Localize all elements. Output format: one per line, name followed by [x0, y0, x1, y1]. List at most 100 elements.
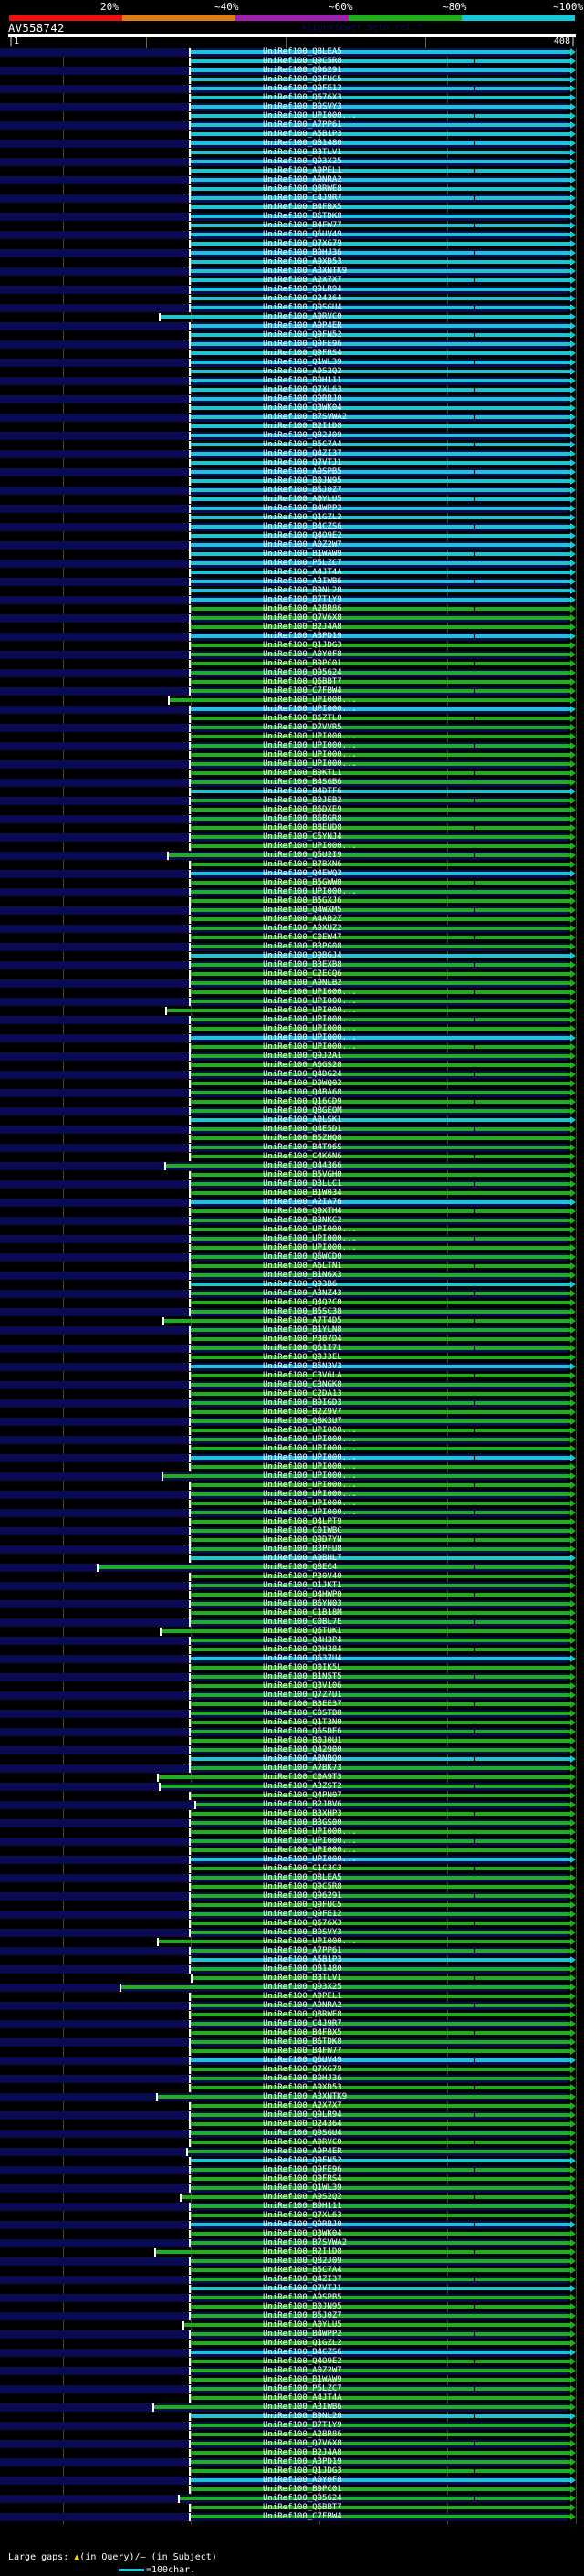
table-row[interactable]: UniRef100_A9SPB5 — [0, 467, 584, 477]
table-row[interactable]: UniRef100_Q9FE12 — [0, 84, 584, 94]
table-row[interactable]: UniRef100_A9NRA2 — [0, 175, 584, 185]
hit-label[interactable]: UniRef100_Q95624 — [263, 2494, 342, 2503]
hit-label[interactable]: UniRef100_B4CZS6 — [263, 2348, 342, 2357]
alignment-bar[interactable] — [191, 543, 570, 547]
table-row[interactable]: UniRef100_UPI000... — [0, 732, 584, 742]
hit-label[interactable]: UniRef100_A2IA76 — [263, 1198, 342, 1207]
alignment-bar[interactable] — [191, 1219, 570, 1222]
table-row[interactable]: UniRef100_UPI000... — [0, 988, 584, 998]
alignment-bar[interactable] — [191, 972, 570, 976]
table-row[interactable]: UniRef100_Q4DG24 — [0, 1070, 584, 1080]
alignment-bar[interactable] — [191, 2278, 570, 2281]
hit-label[interactable]: UniRef100_A2BR86 — [263, 604, 342, 613]
table-row[interactable]: UniRef100_A3PD19 — [0, 2457, 584, 2467]
alignment-bar[interactable] — [191, 2086, 570, 2089]
alignment-bar[interactable] — [191, 826, 570, 830]
alignment-bar[interactable] — [191, 132, 570, 136]
hit-label[interactable]: UniRef100_Q8EC4 — [263, 1563, 338, 1572]
table-row[interactable]: UniRef100_A2X7X7 — [0, 276, 584, 286]
alignment-bar[interactable] — [154, 2405, 570, 2409]
alignment-bar[interactable] — [191, 1584, 570, 1587]
hit-label[interactable]: UniRef100_Q7XL63 — [263, 2211, 342, 2220]
hit-label[interactable]: UniRef100_A3IWB6 — [263, 577, 342, 586]
hit-label[interactable]: UniRef100_O44366 — [263, 1161, 342, 1170]
hit-label[interactable]: UniRef100_Q6BBT7 — [263, 677, 342, 686]
alignment-bar[interactable] — [191, 1365, 570, 1368]
table-row[interactable]: UniRef100_UPI000... — [0, 887, 584, 897]
table-row[interactable]: UniRef100_B0J0U1 — [0, 1736, 584, 1746]
table-row[interactable]: UniRef100_A9XUZ2 — [0, 924, 584, 934]
hit-label[interactable]: UniRef100_UPI000... — [263, 1453, 357, 1462]
alignment-bar[interactable] — [191, 2168, 570, 2172]
table-row[interactable]: UniRef100_UPI000... — [0, 1426, 584, 1436]
alignment-bar[interactable] — [191, 899, 570, 903]
alignment-bar[interactable] — [191, 1894, 570, 1898]
table-row[interactable]: UniRef100_A3ZST2 — [0, 1782, 584, 1792]
alignment-bar[interactable] — [191, 251, 570, 255]
alignment-bar[interactable] — [191, 1949, 570, 1953]
alignment-bar[interactable] — [191, 2058, 570, 2062]
alignment-bar[interactable] — [191, 835, 570, 839]
hit-label[interactable]: UniRef100_D9WQ02 — [263, 1079, 342, 1088]
alignment-bar[interactable] — [191, 1748, 570, 1752]
table-row[interactable]: UniRef100_Q8RWE8 — [0, 184, 584, 194]
table-row[interactable]: UniRef100_Q5U2I9 — [0, 851, 584, 861]
alignment-bar[interactable] — [191, 2296, 570, 2299]
table-row[interactable]: UniRef100_B5GXJ6 — [0, 896, 584, 906]
table-row[interactable]: UniRef100_A0Z2W7 — [0, 540, 584, 550]
alignment-bar[interactable] — [191, 2387, 570, 2391]
hit-label[interactable]: UniRef100_Q42900 — [263, 1745, 342, 1754]
table-row[interactable]: UniRef100_UPI000... — [0, 1499, 584, 1509]
table-row[interactable]: UniRef100_B5VGH0 — [0, 1170, 584, 1180]
alignment-bar[interactable] — [191, 1209, 570, 1213]
table-row[interactable]: UniRef100_A9PEL1 — [0, 1992, 584, 2002]
table-row[interactable]: UniRef100_Q8RWE8 — [0, 2010, 584, 2020]
alignment-bar[interactable] — [191, 187, 570, 191]
table-row[interactable]: UniRef100_B5J0Z7 — [0, 486, 584, 496]
hit-label[interactable]: UniRef100_B5C7A4 — [263, 2266, 342, 2275]
hit-label[interactable]: UniRef100_B0JN95 — [263, 2302, 342, 2311]
alignment-bar[interactable] — [191, 333, 570, 337]
alignment-bar[interactable] — [191, 607, 570, 611]
alignment-bar[interactable] — [191, 1182, 570, 1186]
hit-label[interactable]: UniRef100_C4J9R7 — [263, 194, 342, 203]
alignment-bar[interactable] — [191, 990, 570, 994]
hit-label[interactable]: UniRef100_Q6WCD0 — [263, 1252, 342, 1262]
hit-label[interactable]: UniRef100_A0LSK1 — [263, 1115, 342, 1125]
table-row[interactable]: UniRef100_Q3WK04 — [0, 403, 584, 414]
hit-label[interactable]: UniRef100_Q7XG79 — [263, 239, 342, 248]
table-row[interactable]: UniRef100_P5LZC7 — [0, 2384, 584, 2394]
alignment-bar[interactable] — [191, 644, 570, 647]
table-row[interactable]: UniRef100_B6DXE9 — [0, 805, 584, 815]
hit-label[interactable]: UniRef100_Q93B6 — [263, 1280, 338, 1289]
table-row[interactable]: UniRef100_Q9FE12 — [0, 1910, 584, 1920]
hit-label[interactable]: UniRef100_Q9H384 — [263, 1645, 342, 1654]
alignment-bar[interactable] — [99, 1565, 570, 1569]
alignment-bar[interactable] — [191, 917, 570, 921]
alignment-bar[interactable] — [191, 59, 570, 63]
hit-label[interactable]: UniRef100_B1N5T5 — [263, 1672, 342, 1681]
alignment-bar[interactable] — [191, 1264, 570, 1268]
table-row[interactable]: UniRef100_C1B18M — [0, 1608, 584, 1618]
hit-label[interactable]: UniRef100_A0Y0F8 — [263, 650, 342, 659]
table-row[interactable]: UniRef100_A9P4ER — [0, 321, 584, 331]
alignment-bar[interactable] — [191, 178, 570, 182]
table-row[interactable]: UniRef100_B2I1D8 — [0, 2247, 584, 2257]
table-row[interactable]: UniRef100_Q8LEA5 — [0, 1873, 584, 1883]
table-row[interactable]: UniRef100_B5SC38 — [0, 1307, 584, 1317]
hit-label[interactable]: UniRef100_UPI000... — [263, 1846, 357, 1855]
table-row[interactable]: UniRef100_A4AB2Z — [0, 915, 584, 925]
hit-label[interactable]: UniRef100_Q9D7YN — [263, 1535, 342, 1545]
alignment-bar[interactable] — [191, 790, 570, 793]
alignment-bar[interactable] — [191, 1757, 570, 1761]
hit-label[interactable]: UniRef100_B5ZHQ8 — [263, 1134, 342, 1143]
table-row[interactable]: UniRef100_UPI000... — [0, 1827, 584, 1838]
alignment-bar[interactable] — [191, 1483, 570, 1487]
table-row[interactable]: UniRef100_A9NRA2 — [0, 2001, 584, 2011]
alignment-bar[interactable] — [191, 1839, 570, 1843]
hit-label[interactable]: UniRef100_B4FW77 — [263, 2047, 342, 2056]
alignment-bar[interactable] — [191, 1410, 570, 1414]
hit-label[interactable]: UniRef100_B5J0Z7 — [263, 486, 342, 495]
alignment-bar[interactable] — [159, 1940, 570, 1943]
table-row[interactable]: UniRef100_A7PP61 — [0, 120, 584, 131]
